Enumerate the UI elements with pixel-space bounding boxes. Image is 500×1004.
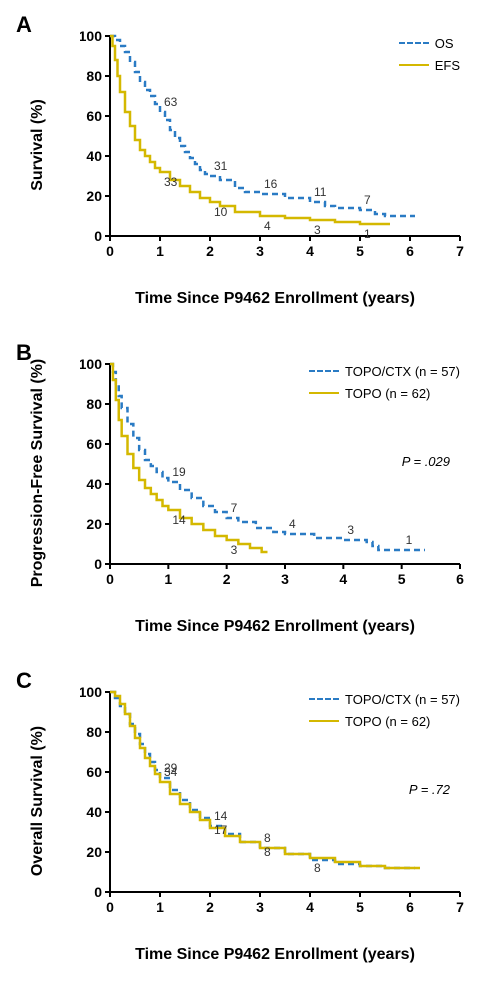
panel-b: B Progression-Free Survival (%) 01234560… [10, 338, 490, 654]
panel-c-label: C [16, 668, 32, 694]
legend-row: TOPO (n = 62) [309, 712, 460, 730]
svg-text:1: 1 [156, 899, 164, 915]
svg-text:2: 2 [206, 899, 214, 915]
panel-b-ylabel: Progression-Free Survival (%) [29, 359, 47, 588]
svg-text:3: 3 [314, 223, 321, 237]
legend-row: TOPO/CTX (n = 57) [309, 362, 460, 380]
svg-text:0: 0 [106, 571, 114, 587]
svg-text:3: 3 [231, 543, 238, 557]
legend-text: TOPO/CTX (n = 57) [345, 692, 460, 707]
svg-text:6: 6 [406, 899, 414, 915]
svg-text:4: 4 [306, 243, 314, 259]
panel-b-xlabel: Time Since P9462 Enrollment (years) [80, 618, 470, 636]
svg-text:14: 14 [172, 513, 186, 527]
svg-text:10: 10 [214, 205, 228, 219]
legend-row: OS [399, 34, 460, 52]
legend-line-dash [399, 42, 429, 44]
svg-text:0: 0 [94, 556, 102, 572]
svg-text:40: 40 [86, 148, 102, 164]
svg-text:31: 31 [214, 159, 228, 173]
legend-line-solid [309, 392, 339, 394]
svg-text:1: 1 [164, 571, 172, 587]
legend-row: EFS [399, 56, 460, 74]
svg-text:4: 4 [289, 517, 296, 531]
svg-text:8: 8 [264, 845, 271, 859]
legend-line-dash [309, 370, 339, 372]
svg-text:100: 100 [80, 686, 102, 700]
panel-a-label: A [16, 12, 32, 38]
panel-c: C Overall Survival (%) 01234567020406080… [10, 666, 490, 982]
panel-c-xlabel: Time Since P9462 Enrollment (years) [80, 946, 470, 964]
svg-text:0: 0 [106, 899, 114, 915]
panel-a: A Survival (%) 0123456702040608010063311… [10, 10, 490, 326]
legend-text: EFS [435, 58, 460, 73]
svg-text:7: 7 [231, 501, 238, 515]
svg-text:16: 16 [264, 177, 278, 191]
svg-text:1: 1 [406, 533, 413, 547]
svg-text:0: 0 [94, 884, 102, 900]
svg-text:100: 100 [80, 30, 102, 44]
svg-text:11: 11 [314, 185, 327, 199]
svg-text:20: 20 [86, 844, 102, 860]
svg-text:60: 60 [86, 764, 102, 780]
panel-c-legend: TOPO/CTX (n = 57) TOPO (n = 62) [309, 690, 460, 734]
panel-a-legend: OS EFS [399, 34, 460, 78]
svg-text:100: 100 [80, 358, 102, 372]
svg-text:40: 40 [86, 476, 102, 492]
svg-text:0: 0 [94, 228, 102, 244]
panel-c-ylabel: Overall Survival (%) [29, 726, 47, 876]
survival-figure: A Survival (%) 0123456702040608010063311… [10, 10, 490, 982]
svg-text:33: 33 [164, 175, 178, 189]
svg-text:20: 20 [86, 188, 102, 204]
svg-text:7: 7 [456, 899, 464, 915]
svg-text:6: 6 [406, 243, 414, 259]
svg-text:4: 4 [264, 219, 271, 233]
svg-text:7: 7 [456, 243, 464, 259]
svg-text:19: 19 [172, 465, 186, 479]
svg-text:34: 34 [164, 765, 178, 779]
svg-text:5: 5 [356, 899, 364, 915]
svg-text:17: 17 [214, 823, 228, 837]
svg-text:3: 3 [281, 571, 289, 587]
panel-b-pvalue: P = .029 [402, 454, 450, 469]
svg-text:63: 63 [164, 95, 178, 109]
legend-text: OS [435, 36, 454, 51]
svg-text:4: 4 [339, 571, 347, 587]
svg-text:80: 80 [86, 396, 102, 412]
legend-text: TOPO (n = 62) [345, 714, 430, 729]
svg-text:6: 6 [456, 571, 464, 587]
panel-a-ylabel: Survival (%) [29, 99, 47, 191]
svg-text:0: 0 [106, 243, 114, 259]
svg-text:2: 2 [206, 243, 214, 259]
svg-text:60: 60 [86, 108, 102, 124]
svg-text:8: 8 [314, 861, 321, 875]
svg-text:4: 4 [306, 899, 314, 915]
svg-text:14: 14 [214, 809, 228, 823]
svg-text:8: 8 [264, 831, 271, 845]
svg-text:60: 60 [86, 436, 102, 452]
panel-a-xlabel: Time Since P9462 Enrollment (years) [80, 290, 470, 308]
legend-line-solid [309, 720, 339, 722]
panel-b-legend: TOPO/CTX (n = 57) TOPO (n = 62) [309, 362, 460, 406]
svg-text:1: 1 [364, 227, 371, 241]
legend-text: TOPO (n = 62) [345, 386, 430, 401]
panel-c-pvalue: P = .72 [409, 782, 450, 797]
svg-text:1: 1 [156, 243, 164, 259]
svg-text:2: 2 [223, 571, 231, 587]
svg-text:80: 80 [86, 724, 102, 740]
legend-line-solid [399, 64, 429, 66]
svg-text:80: 80 [86, 68, 102, 84]
svg-text:5: 5 [398, 571, 406, 587]
legend-text: TOPO/CTX (n = 57) [345, 364, 460, 379]
legend-line-dash [309, 698, 339, 700]
svg-text:5: 5 [356, 243, 364, 259]
legend-row: TOPO (n = 62) [309, 384, 460, 402]
svg-text:40: 40 [86, 804, 102, 820]
svg-text:3: 3 [347, 523, 354, 537]
svg-text:3: 3 [256, 899, 264, 915]
svg-text:3: 3 [256, 243, 264, 259]
svg-text:7: 7 [364, 193, 371, 207]
legend-row: TOPO/CTX (n = 57) [309, 690, 460, 708]
svg-text:20: 20 [86, 516, 102, 532]
